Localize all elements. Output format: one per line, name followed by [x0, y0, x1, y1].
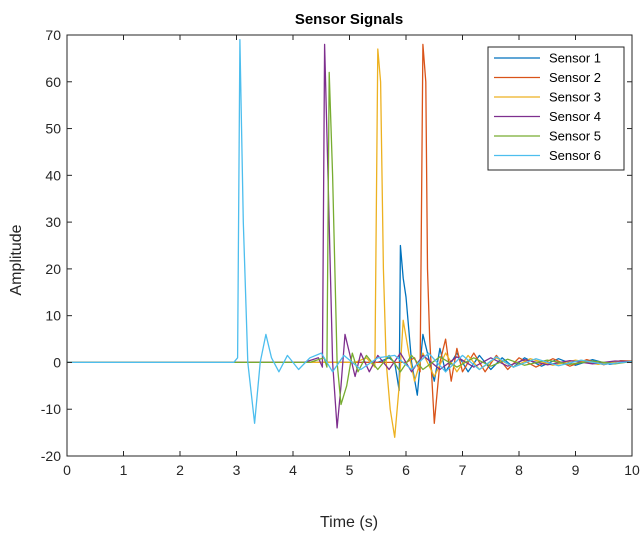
series-lines: [67, 39, 632, 438]
x-tick-label: 0: [63, 462, 71, 478]
y-tick-label: 60: [45, 74, 61, 90]
axis-ticks: 0 1 2 3 4 5 6 7 8 9 10 -20 -10 0 10 20 30 40 50 60 70: [41, 27, 640, 478]
x-axis-label: Time (s): [320, 514, 378, 531]
chart-title: Sensor Signals: [295, 11, 403, 28]
series-line-sensor-2: [67, 43, 632, 424]
x-tick-label: 9: [572, 462, 580, 478]
series-line-sensor-5: [67, 71, 632, 406]
y-tick-label: 0: [53, 354, 61, 370]
x-tick-label: 4: [289, 462, 297, 478]
x-tick-label: 5: [346, 462, 354, 478]
y-tick-label: 20: [45, 261, 61, 277]
y-axis-label: Amplitude: [8, 224, 25, 295]
x-tick-label: 6: [402, 462, 410, 478]
x-tick-label: 3: [233, 462, 241, 478]
y-tick-label: -20: [41, 448, 61, 464]
x-tick-label: 8: [515, 462, 523, 478]
x-tick-label: 1: [120, 462, 128, 478]
legend-entry-sensor-6: Sensor 6: [549, 148, 601, 163]
legend: Sensor 1 Sensor 2 Sensor 3 Sensor 4 Sensor 5…: [487, 46, 625, 171]
y-tick-label: 30: [45, 214, 61, 230]
y-tick-label: 40: [45, 167, 61, 183]
y-tick-label: 50: [45, 121, 61, 137]
legend-entry-sensor-3: Sensor 3: [549, 90, 601, 105]
x-tick-label: 2: [176, 462, 184, 478]
legend-box: [487, 46, 625, 171]
legend-entry-sensor-1: Sensor 1: [549, 51, 601, 66]
y-tick-label: 70: [45, 27, 61, 43]
y-tick-label: -10: [41, 401, 61, 417]
legend-entry-sensor-4: Sensor 4: [549, 109, 601, 124]
series-line-sensor-6: [67, 39, 632, 424]
y-tick-label: 10: [45, 308, 61, 324]
legend-entry-sensor-2: Sensor 2: [549, 70, 601, 85]
x-tick-label: 7: [459, 462, 467, 478]
legend-entry-sensor-5: Sensor 5: [549, 129, 601, 144]
x-tick-label: 10: [624, 462, 640, 478]
